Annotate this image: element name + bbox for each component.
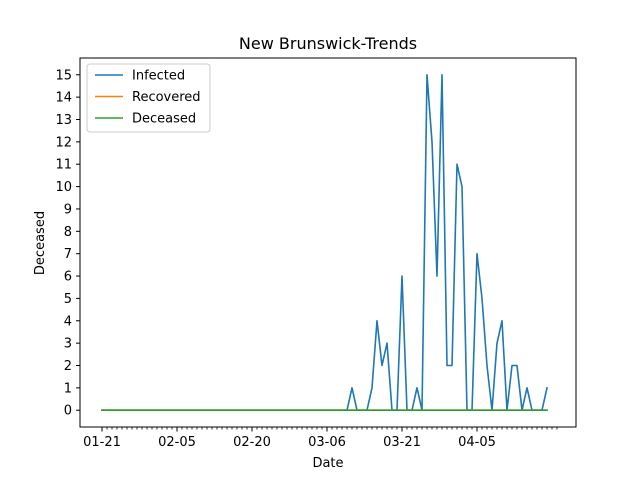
y-tick-label: 8	[64, 225, 72, 240]
y-tick-label: 14	[55, 91, 72, 106]
x-tick-label: 04-05	[458, 435, 496, 450]
y-tick-label: 4	[64, 314, 72, 329]
y-tick-label: 10	[55, 180, 72, 195]
chart-title: New Brunswick-Trends	[239, 34, 417, 53]
legend-label-recovered: Recovered	[132, 90, 201, 105]
legend-box	[86, 63, 211, 133]
legend-label-deceased: Deceased	[132, 112, 196, 127]
series-line-infected	[101, 73, 548, 412]
y-tick-label: 2	[64, 359, 72, 374]
x-axis-title: Date	[312, 456, 343, 471]
x-tick-label: 03-21	[383, 435, 421, 450]
x-tick-label: 02-05	[158, 435, 196, 450]
plot-frame	[79, 57, 577, 428]
y-tick-label: 15	[55, 68, 72, 83]
x-axis: 01-21 02-05 02-20 03-06 03-21 04-05	[83, 427, 558, 450]
y-tick-label: 1	[64, 381, 72, 396]
y-tick-label: 13	[55, 113, 72, 128]
plot-area	[101, 73, 548, 412]
x-tick-label: 01-21	[83, 435, 121, 450]
y-tick-label: 0	[64, 404, 72, 419]
y-tick-label: 5	[64, 292, 72, 307]
y-tick-label: 11	[55, 158, 72, 173]
x-tick-label: 02-20	[233, 435, 271, 450]
y-tick-label: 7	[64, 247, 72, 262]
y-axis-title: Deceased	[33, 211, 48, 275]
x-tick-label: 03-06	[308, 435, 346, 450]
y-tick-label: 3	[64, 337, 72, 352]
y-tick-label: 12	[55, 135, 72, 150]
legend-label-infected: Infected	[132, 69, 185, 84]
legend: Infected Recovered Deceased	[86, 63, 211, 133]
y-tick-label: 6	[64, 270, 72, 285]
y-tick-label: 9	[64, 202, 72, 217]
